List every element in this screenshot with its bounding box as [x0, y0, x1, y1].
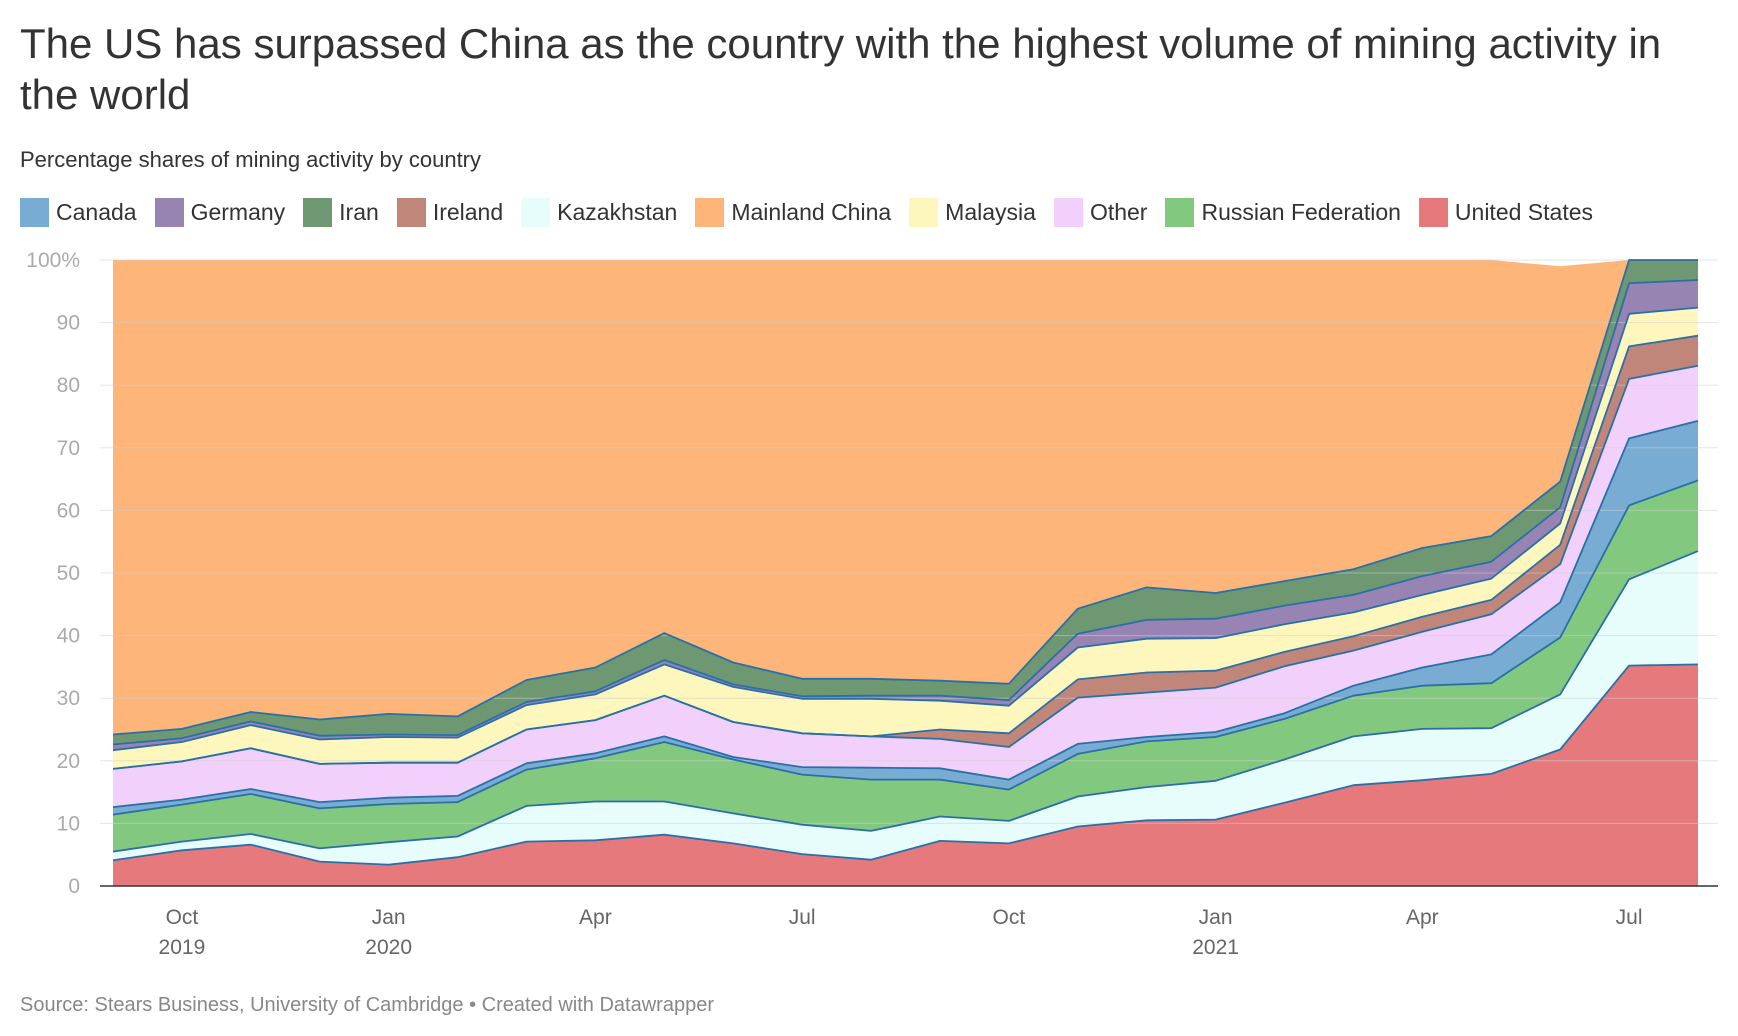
credit-link[interactable]: Created with Datawrapper — [481, 994, 714, 1016]
area-united-states — [113, 664, 1698, 886]
y-tick-label: 100% — [26, 249, 80, 272]
chart-subtitle: Percentage shares of mining activity by … — [20, 147, 482, 172]
legend-item-united-states: United States — [1418, 198, 1594, 227]
series-areas — [113, 260, 1698, 886]
legend-item-other: Other — [1053, 198, 1148, 227]
x-tick-label: Apr — [579, 906, 612, 929]
area-mainland-china — [113, 260, 1698, 735]
y-tick-label: 70 — [57, 437, 80, 460]
line-ireland — [112, 334, 1699, 770]
area-other — [113, 365, 1698, 808]
legend-label-malaysia: Malaysia — [945, 199, 1036, 225]
legend-swatch-united-states — [1418, 198, 1448, 227]
legend-swatch-germany — [154, 198, 184, 227]
legend-swatch-canada — [20, 198, 49, 227]
legend-item-germany: Germany — [154, 198, 286, 227]
y-tick-label: 10 — [57, 812, 80, 835]
y-tick-label: 30 — [57, 687, 80, 710]
line-united-states — [112, 663, 1699, 866]
line-kazakhstan — [112, 550, 1699, 853]
legend-label-germany: Germany — [190, 199, 286, 225]
x-tick-label: Jan — [372, 906, 406, 929]
x-tick-label: Apr — [1406, 906, 1439, 929]
x-axis: Oct 2019 Jan 2020 Apr Jul Oct Jan 2021 Apr Jul — [159, 906, 1643, 959]
y-tick-label: 80 — [57, 374, 80, 397]
legend-item-canada: Canada — [20, 198, 137, 227]
area-ireland — [113, 335, 1698, 769]
legend-swatch-kazakhstan — [521, 198, 551, 227]
y-tick-label: 90 — [57, 312, 80, 335]
legend-label-mainland-china: Mainland China — [731, 199, 892, 225]
chart-footer: Source: Stears Business, University of C… — [20, 994, 714, 1017]
legend-item-kazakhstan: Kazakhstan — [521, 198, 677, 227]
footer-separator: • — [463, 994, 482, 1016]
legend-label-kazakhstan: Kazakhstan — [557, 199, 678, 225]
legend-swatch-iran — [303, 198, 333, 227]
y-tick-label: 50 — [57, 562, 80, 585]
chart-title: The US has surpassed China as the countr… — [20, 20, 1662, 118]
legend-swatch-malaysia — [909, 198, 939, 227]
stacked-area-chart: 0 10 20 30 40 50 60 70 80 90 100% Oct 2019 Jan 2020 Apr… — [26, 249, 1718, 959]
y-tick-label: 40 — [57, 625, 80, 648]
legend-label-canada: Canada — [56, 199, 137, 225]
area-russian-federation — [113, 480, 1698, 852]
y-tick-label: 0 — [68, 875, 80, 898]
x-tick-year: 2020 — [365, 936, 412, 959]
source-note: Source: Stears Business, University of C… — [20, 994, 464, 1016]
y-axis: 0 10 20 30 40 50 60 70 80 90 100% — [26, 249, 80, 898]
legend-label-iran: Iran — [339, 199, 379, 225]
legend-label-united-states: United States — [1454, 199, 1594, 225]
chart-legend: Canada Germany Iran Ireland Kazakhstan Mainla… — [20, 198, 1611, 227]
series-lines — [112, 259, 1699, 866]
x-tick-year: 2021 — [1192, 936, 1239, 959]
legend-item-ireland: Ireland — [396, 198, 504, 227]
legend-swatch-russian-federation — [1165, 198, 1195, 227]
legend-swatch-ireland — [396, 198, 426, 227]
legend-item-malaysia: Malaysia — [909, 198, 1036, 227]
legend-swatch-mainland-china — [695, 198, 725, 227]
y-tick-label: 20 — [57, 750, 80, 773]
line-germany — [112, 279, 1699, 746]
legend-label-russian-federation: Russian Federation — [1201, 199, 1401, 225]
legend-swatch-other — [1053, 198, 1083, 227]
line-malaysia — [112, 306, 1699, 752]
x-tick-label: Jul — [789, 906, 816, 929]
x-tick-year: 2019 — [159, 936, 206, 959]
x-tick-label: Oct — [166, 906, 199, 929]
line-iran — [112, 259, 1698, 736]
legend-label-ireland: Ireland — [432, 199, 504, 225]
legend-item-mainland-china: Mainland China — [695, 198, 891, 227]
x-tick-label: Jul — [1616, 906, 1643, 929]
line-russian-federation — [112, 479, 1699, 816]
x-tick-label: Oct — [993, 906, 1026, 929]
x-tick-label: Jan — [1199, 906, 1233, 929]
legend-item-russian-federation: Russian Federation — [1165, 198, 1401, 227]
line-canada — [112, 420, 1699, 808]
legend-label-other: Other — [1089, 199, 1148, 225]
gridlines — [100, 259, 1718, 824]
y-tick-label: 60 — [57, 499, 80, 522]
area-kazakhstan — [113, 551, 1698, 865]
legend-item-iran: Iran — [303, 198, 379, 227]
